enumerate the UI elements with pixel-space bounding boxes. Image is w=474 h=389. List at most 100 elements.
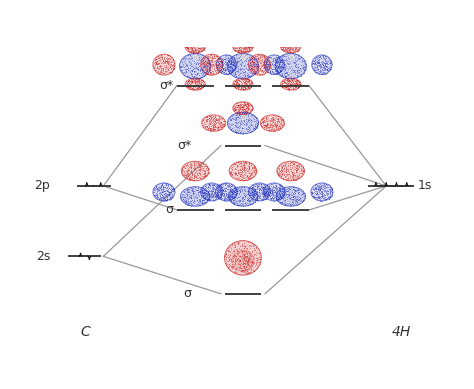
Point <box>221 67 229 73</box>
Point <box>199 58 206 64</box>
Point <box>283 58 291 65</box>
Point <box>253 60 260 67</box>
Point <box>262 196 269 202</box>
Point <box>255 189 263 195</box>
Point <box>241 81 248 87</box>
Point <box>263 190 270 196</box>
Point <box>286 160 294 166</box>
Point <box>262 190 270 196</box>
Point <box>281 79 289 86</box>
Point <box>207 191 214 197</box>
Point <box>187 78 194 84</box>
Ellipse shape <box>153 183 175 201</box>
Point <box>292 165 300 172</box>
Point <box>278 63 285 70</box>
Point <box>260 187 268 194</box>
Point <box>263 56 271 63</box>
Point <box>250 182 257 189</box>
Ellipse shape <box>201 54 223 75</box>
Point <box>277 185 284 191</box>
Point <box>232 265 240 271</box>
Point <box>218 191 225 197</box>
Point <box>183 82 191 88</box>
Point <box>188 40 195 46</box>
Point <box>256 186 264 192</box>
Point <box>284 61 292 67</box>
Point <box>228 197 235 203</box>
Point <box>213 185 220 191</box>
Point <box>226 58 233 65</box>
Point <box>210 63 218 69</box>
Point <box>255 193 263 200</box>
Point <box>259 119 267 126</box>
Point <box>278 122 285 128</box>
Point <box>239 86 247 92</box>
Point <box>269 184 277 190</box>
Point <box>243 38 251 44</box>
Point <box>201 171 209 177</box>
Point <box>275 169 283 175</box>
Point <box>232 112 240 119</box>
Point <box>293 81 301 87</box>
Point <box>267 124 275 131</box>
Point <box>293 69 301 75</box>
Point <box>228 69 235 75</box>
Point <box>241 43 248 49</box>
Point <box>247 81 255 87</box>
Point <box>247 128 255 134</box>
Point <box>232 197 239 203</box>
Point <box>214 182 221 188</box>
Point <box>238 187 246 193</box>
Point <box>243 257 250 263</box>
Point <box>262 114 270 120</box>
Point <box>206 181 213 187</box>
Point <box>233 81 240 88</box>
Point <box>316 186 323 193</box>
Point <box>251 57 258 63</box>
Point <box>245 168 252 174</box>
Point <box>218 119 225 125</box>
Point <box>231 47 239 54</box>
Point <box>287 73 294 79</box>
Point <box>163 56 171 62</box>
Point <box>272 193 280 199</box>
Point <box>166 68 174 75</box>
Point <box>236 77 243 84</box>
Point <box>248 170 256 176</box>
Point <box>190 189 197 195</box>
Point <box>284 86 292 92</box>
Point <box>163 64 170 70</box>
Point <box>261 63 268 70</box>
Point <box>238 119 246 125</box>
Point <box>192 39 200 45</box>
Point <box>153 54 160 60</box>
Point <box>194 159 202 165</box>
Point <box>182 197 190 203</box>
Point <box>238 170 246 176</box>
Point <box>277 189 285 195</box>
Point <box>235 107 243 114</box>
Point <box>278 117 286 124</box>
Point <box>292 165 300 172</box>
Point <box>217 59 225 65</box>
Point <box>283 82 290 88</box>
Point <box>271 192 278 198</box>
Point <box>235 189 243 196</box>
Point <box>193 84 201 90</box>
Point <box>289 175 297 181</box>
Point <box>274 58 282 64</box>
Point <box>254 184 261 190</box>
Point <box>234 78 241 84</box>
Point <box>195 162 202 168</box>
Point <box>273 66 280 72</box>
Point <box>245 42 252 48</box>
Point <box>231 70 239 76</box>
Point <box>246 40 253 47</box>
Point <box>321 192 328 198</box>
Point <box>231 173 239 180</box>
Point <box>229 197 237 203</box>
Point <box>265 60 273 67</box>
Point <box>237 66 245 72</box>
Point <box>233 189 241 196</box>
Point <box>277 57 284 63</box>
